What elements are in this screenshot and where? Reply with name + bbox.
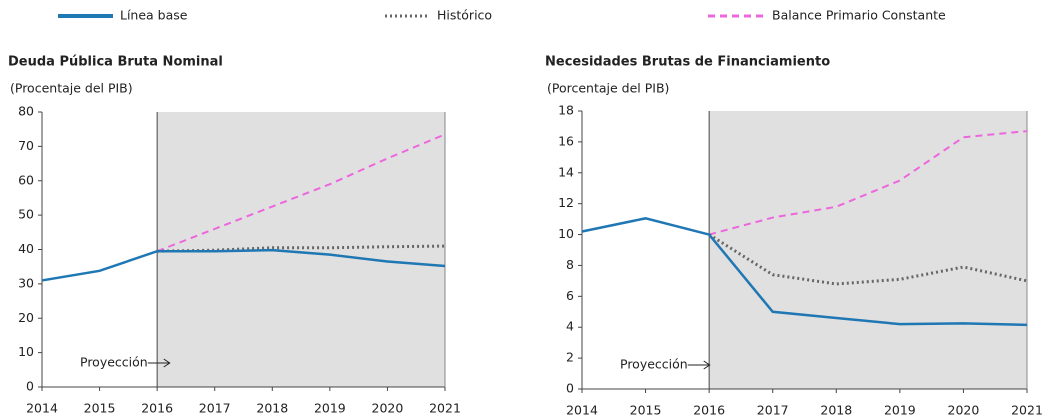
x-tick-label: 2017 [757,403,789,418]
legend-label: Línea base [120,8,188,23]
x-tick-label: 2014 [26,401,58,416]
y-tick-label: 4 [566,319,574,334]
x-tick-label: 2016 [141,401,173,416]
x-tick-label: 2016 [693,403,725,418]
x-tick-label: 2020 [948,403,980,418]
legend-label: Balance Primario Constante [772,8,946,23]
y-tick-label: 40 [18,241,34,256]
y-tick-label: 16 [558,133,574,148]
x-tick-label: 2017 [199,401,231,416]
y-tick-label: 8 [566,257,574,272]
y-tick-label: 20 [18,310,34,325]
x-tick-label: 2021 [429,401,461,416]
series-line [41,248,446,282]
y-tick-label: 10 [558,226,574,241]
chart-title: Deuda Pública Bruta Nominal [8,55,223,70]
y-tick-label: 18 [558,103,574,118]
projection-shade [709,111,1027,389]
y-tick-label: 14 [558,164,574,179]
x-tick-label: 2021 [1011,403,1043,418]
y-tick-label: 0 [26,379,34,394]
y-tick-label: 10 [18,344,34,359]
y-tick-label: 80 [18,104,34,119]
annotation-arrow [147,358,171,368]
y-tick-label: 30 [18,275,34,290]
x-tick-label: 2015 [84,401,116,416]
series-line [708,233,1028,286]
annotation: Proyección [80,355,148,370]
series-line [708,130,1028,236]
x-tick-label: 2019 [314,401,346,416]
annotation: Proyección [620,357,688,372]
projection-shade [157,112,445,387]
y-tick-label: 70 [18,138,34,153]
series-line [156,133,446,253]
y-tick-label: 6 [566,288,574,303]
x-tick-label: 2020 [372,401,404,416]
y-tick-label: 2 [566,350,574,365]
x-tick-label: 2018 [256,401,288,416]
annotation-arrow [687,360,711,370]
y-tick-label: 0 [566,381,574,396]
x-tick-label: 2014 [566,403,598,418]
x-tick-label: 2019 [884,403,916,418]
y-tick-label: 60 [18,172,34,187]
chart-title: Necesidades Brutas de Financiamiento [545,55,830,70]
chart-subtitle: (Procentaje del PIB) [10,81,133,96]
legend-label: Histórico [437,8,492,23]
chart-subtitle: (Porcentaje del PIB) [547,81,669,96]
x-tick-label: 2018 [820,403,852,418]
series-line [581,217,1028,327]
x-tick-label: 2015 [630,403,662,418]
y-tick-label: 50 [18,207,34,222]
y-tick-label: 12 [558,195,574,210]
